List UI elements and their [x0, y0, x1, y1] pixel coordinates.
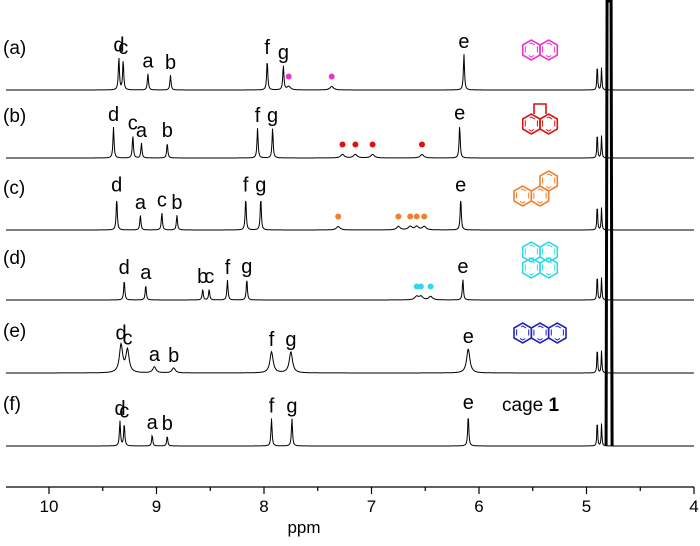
- peak-label-a: a: [135, 192, 147, 214]
- peak-label-e: e: [463, 326, 474, 348]
- peak-label-c: c: [204, 266, 214, 288]
- peak-label-e: e: [457, 256, 468, 278]
- peak-label-d: d: [113, 35, 124, 57]
- x-tick-label: 4: [689, 497, 698, 516]
- guest-peak-marker: [395, 213, 402, 220]
- peak-label-f: f: [243, 175, 249, 197]
- x-tick-label: 5: [582, 497, 591, 516]
- guest-peak-marker: [427, 283, 434, 290]
- guest-peak-marker: [419, 141, 425, 148]
- peak-label-c: c: [118, 37, 128, 59]
- panel-label: (f): [3, 394, 21, 415]
- peak-label-a: a: [147, 412, 159, 434]
- peak-label-g: g: [267, 105, 278, 127]
- x-axis-label: ppm: [287, 518, 320, 537]
- panel-label: (d): [3, 248, 26, 269]
- acenaphthylene-icon: [521, 103, 559, 135]
- peak-label-e: e: [455, 175, 466, 197]
- guest-peak-marker: [413, 283, 420, 290]
- peak-label-b: b: [168, 345, 179, 367]
- peak-label-c: c: [123, 328, 133, 350]
- spectrum-line-2: [6, 126, 694, 159]
- peak-label-g: g: [255, 175, 266, 197]
- spectrum-line-1: [6, 54, 694, 91]
- peak-label-b: b: [162, 120, 173, 142]
- guest-peak-marker: [413, 213, 420, 220]
- peak-label-d: d: [119, 257, 130, 279]
- guest-peak-marker: [328, 73, 335, 80]
- peak-labels-group: dca bf g e(a)d ca bf g e(b)da c bf g e(c)d a bc f g e(d)…: [3, 31, 474, 435]
- naphthalene-icon: [521, 39, 559, 61]
- peak-label-b: b: [162, 413, 173, 435]
- phenanthrene-icon: [513, 170, 559, 207]
- peak-label-d: d: [108, 104, 119, 126]
- spectrum-line-4: [6, 277, 694, 301]
- peak-label-g: g: [285, 329, 296, 351]
- peak-label-d: d: [111, 175, 122, 197]
- spectrum-line-3: [6, 200, 694, 231]
- peak-label-b: b: [197, 266, 208, 288]
- peak-label-e: e: [463, 392, 474, 414]
- guest-peak-marker: [407, 213, 414, 220]
- peak-label-f: f: [269, 396, 275, 418]
- guest-peak-marker: [335, 213, 342, 220]
- panel-label: (b): [3, 106, 26, 127]
- spectrum-line-6: [6, 418, 694, 447]
- peak-label-g: g: [241, 256, 252, 278]
- peak-label-d: d: [114, 398, 125, 420]
- peak-label-a: a: [142, 51, 154, 73]
- peak-label-c: c: [119, 401, 129, 423]
- peak-label-e: e: [454, 103, 465, 125]
- solvent-peak: [604, 0, 614, 447]
- panel-label: (a): [3, 38, 26, 59]
- x-tick-label: 8: [259, 497, 268, 516]
- x-tick-label: 9: [152, 497, 161, 516]
- peak-label-f: f: [264, 37, 270, 59]
- x-axis: 10 9 8 7 6 5 4 ppm: [6, 486, 699, 537]
- anthracene-icon: [513, 322, 567, 344]
- peak-label-a: a: [149, 344, 161, 366]
- panel-label: (c): [3, 178, 25, 199]
- guest-peak-marker: [339, 141, 346, 148]
- cage-1-label: cage 1: [502, 395, 559, 416]
- peak-label-b: b: [171, 192, 182, 214]
- x-tick-label: 7: [367, 497, 376, 516]
- guest-peak-marker: [285, 73, 292, 80]
- peak-label-a: a: [136, 120, 148, 142]
- pyrene-icon: [521, 241, 559, 279]
- guest-peak-marker: [369, 141, 376, 148]
- peak-label-a: a: [140, 262, 152, 284]
- guest-peak-marker: [352, 141, 359, 148]
- guest-icons-group: cage 1: [502, 39, 567, 416]
- guest-peak-marker: [421, 213, 428, 220]
- spectrum-line-5: [6, 341, 694, 374]
- spectra-group: [6, 0, 694, 447]
- peak-label-f: f: [225, 257, 231, 279]
- peak-label-e: e: [458, 31, 469, 53]
- peak-label-g: g: [278, 42, 289, 64]
- peak-label-c: c: [157, 190, 167, 212]
- x-tick-label: 10: [40, 497, 59, 516]
- guest-peak-marker: [417, 283, 424, 290]
- panel-label: (e): [3, 321, 26, 342]
- cage-label: cage 1: [502, 395, 559, 416]
- peak-label-f: f: [255, 105, 261, 127]
- peak-label-d: d: [115, 323, 126, 345]
- peak-label-b: b: [165, 52, 176, 74]
- peak-label-f: f: [269, 329, 275, 351]
- peak-label-g: g: [286, 396, 297, 418]
- peak-label-c: c: [128, 113, 138, 135]
- x-tick-label: 6: [474, 497, 483, 516]
